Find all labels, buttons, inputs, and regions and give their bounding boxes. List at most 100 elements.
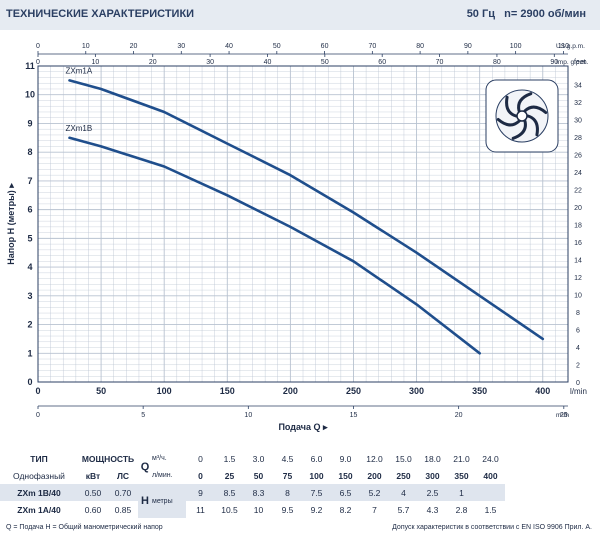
footer-legend: Q = Подача H = Общий манометрический нап… — [6, 524, 163, 531]
q-m3h-cell: 15.0 — [389, 450, 418, 467]
y-tick-label: 0 — [27, 377, 32, 387]
head-cell: 9 — [186, 484, 215, 501]
y-tick-label: 3 — [27, 291, 32, 301]
q-lmin-cell: 100 — [302, 467, 331, 484]
head-cell: 2.8 — [447, 501, 476, 518]
x-tick-label: 250 — [346, 386, 361, 396]
imp-gpm-tick-label: 40 — [264, 59, 272, 66]
y-tick-label: 6 — [27, 205, 32, 215]
feet-tick-label: 6 — [576, 327, 580, 334]
us-gpm-tick-label: 90 — [464, 43, 472, 50]
q-lmin-cell: 50 — [244, 467, 273, 484]
head-cell: 8.3 — [244, 484, 273, 501]
feet-unit-label: feet — [574, 59, 586, 66]
feet-tick-label: 14 — [574, 257, 582, 264]
x-tick-label: 150 — [220, 386, 235, 396]
x-tick-label: 200 — [283, 386, 298, 396]
us-gpm-tick-label: 30 — [177, 43, 185, 50]
x-axis-title: Подача Q ▸ — [278, 422, 328, 432]
q-lmin-cell: 75 — [273, 467, 302, 484]
q-lmin-cell: 25 — [215, 467, 244, 484]
us-gpm-tick-label: 0 — [36, 43, 40, 50]
m3h-unit-label: m³/h — [556, 412, 569, 419]
unit-m3h: м³/ч. — [152, 450, 186, 467]
head-cell — [476, 484, 505, 501]
col-hp-header: ЛС — [108, 467, 138, 484]
head-cell: 9.5 — [273, 501, 302, 518]
y-tick-label: 8 — [27, 147, 32, 157]
table-header-row-2: Однофазный кВт ЛС л/мин. 0 25 50 75 100 … — [0, 467, 505, 484]
impeller-vane — [511, 119, 527, 140]
impeller-vane — [496, 118, 521, 127]
head-cell: 8.2 — [331, 501, 360, 518]
head-cell: 1.5 — [476, 501, 505, 518]
y-tick-label: 2 — [27, 320, 32, 330]
x-tick-label: 400 — [535, 386, 550, 396]
feet-tick-label: 0 — [576, 380, 580, 387]
x-tick-label: 300 — [409, 386, 424, 396]
speed-info: 50 Гц n= 2900 об/мин — [467, 8, 586, 20]
head-cell: 2.5 — [418, 484, 447, 501]
power-hp: 0.85 — [108, 501, 138, 518]
head-cell: 10 — [244, 501, 273, 518]
head-cell: 7.5 — [302, 484, 331, 501]
feet-tick-label: 10 — [574, 292, 582, 299]
x-unit-label: l/min — [570, 387, 587, 396]
imp-gpm-tick-label: 10 — [91, 59, 99, 66]
q-lmin-cell: 250 — [389, 467, 418, 484]
head-cell: 8.5 — [215, 484, 244, 501]
impeller-vane — [526, 114, 539, 137]
frequency-label: 50 Гц — [466, 8, 495, 20]
imp-gpm-tick-label: 80 — [493, 59, 501, 66]
y-tick-label: 7 — [27, 176, 32, 186]
y-tick-label: 5 — [27, 233, 32, 243]
impeller-hub — [516, 110, 528, 122]
head-cell: 8 — [273, 484, 302, 501]
head-cell: 4.3 — [418, 501, 447, 518]
chart-curves: ZXm1A ZXm1B — [66, 66, 545, 355]
m3h-tick-label: 5 — [141, 412, 145, 419]
feet-tick-label: 12 — [574, 275, 582, 282]
us-gpm-tick-label: 20 — [130, 43, 138, 50]
us-gpm-tick-label: 110 — [558, 43, 569, 50]
spec-table-wrap: ТИП МОЩНОСТЬ Q м³/ч. 0 1.5 3.0 4.5 6.0 9… — [0, 450, 600, 518]
imp-gpm-tick-label: 60 — [378, 59, 386, 66]
power-kw: 0.50 — [78, 484, 108, 501]
page-title: ТЕХНИЧЕСКИЕ ХАРАКТЕРИСТИКИ — [6, 8, 195, 20]
us-gpm-tick-label: 100 — [510, 43, 522, 50]
head-cell: 11 — [186, 501, 215, 518]
unit-lmin: л/мин. — [152, 467, 186, 484]
us-gpm-tick-label: 50 — [273, 43, 281, 50]
power-kw: 0.60 — [78, 501, 108, 518]
us-gpm-tick-label: 10 — [82, 43, 90, 50]
feet-tick-label: 20 — [574, 205, 582, 212]
us-gpm-tick-label: 80 — [416, 43, 424, 50]
footer-standard: Допуск характеристик в соответствии с EN… — [392, 524, 592, 531]
q-lmin-cell: 0 — [186, 467, 215, 484]
feet-tick-label: 2 — [576, 362, 580, 369]
q-m3h-cell: 1.5 — [215, 450, 244, 467]
col-kw-header: кВт — [78, 467, 108, 484]
q-lmin-cell: 400 — [476, 467, 505, 484]
x-tick-label: 350 — [472, 386, 487, 396]
col-type-header: ТИП — [0, 450, 78, 467]
m3h-tick-label: 0 — [36, 412, 40, 419]
q-m3h-cell: 21.0 — [447, 450, 476, 467]
m3h-tick-label: 20 — [455, 412, 463, 419]
q-m3h-cell: 12.0 — [360, 450, 389, 467]
feet-tick-label: 22 — [574, 187, 582, 194]
imp-gpm-unit-label: Imp. g.p.m. — [556, 59, 589, 66]
q-lmin-cell: 350 — [447, 467, 476, 484]
head-cell: 6.5 — [331, 484, 360, 501]
x-tick-label: 0 — [35, 386, 40, 396]
feet-tick-label: 28 — [574, 135, 582, 142]
q-symbol: Q — [138, 450, 152, 484]
imp-gpm-tick-label: 0 — [36, 59, 40, 66]
feet-tick-label: 30 — [574, 117, 582, 124]
q-m3h-cell: 24.0 — [476, 450, 505, 467]
head-cell: 9.2 — [302, 501, 331, 518]
q-m3h-cell: 9.0 — [331, 450, 360, 467]
series-line-zxm1a — [68, 79, 545, 341]
chart-grid — [37, 65, 569, 383]
series-label-zxm1b: ZXm1B — [66, 124, 93, 133]
